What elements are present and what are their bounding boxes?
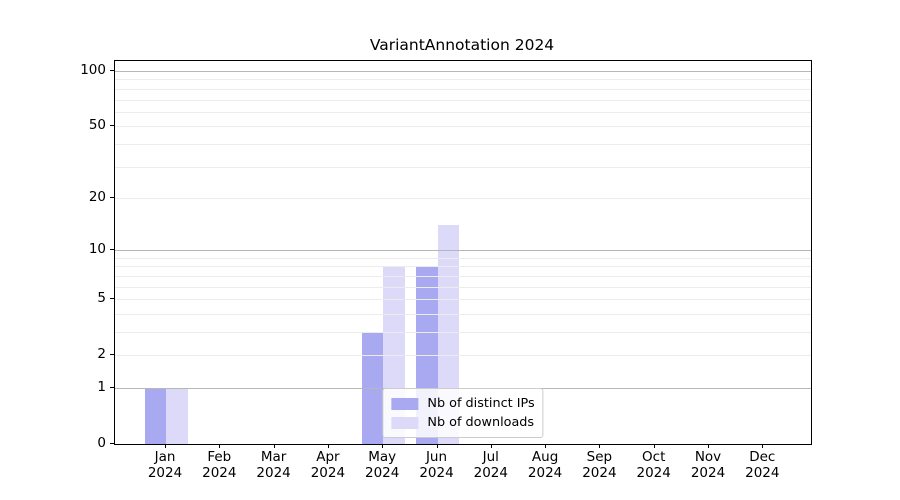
x-tick-month: Oct	[642, 449, 666, 465]
x-tick-label: Feb 2024	[177, 449, 261, 481]
x-tick-mark	[273, 444, 275, 448]
y-gridline-major	[115, 250, 811, 252]
y-gridline-minor	[115, 126, 811, 128]
x-tick-mark	[708, 444, 709, 448]
x-tick-label: Mar 2024	[232, 449, 316, 481]
legend: Nb of distinct IPs Nb of downloads	[382, 388, 544, 438]
x-tick-year: 2024	[202, 464, 237, 481]
x-tick-month: Jun	[425, 449, 448, 465]
x-tick-year: 2024	[690, 464, 726, 481]
y-gridline-minor	[115, 332, 811, 333]
x-tick-label: Sep 2024	[557, 449, 641, 481]
x-tick-mark	[762, 444, 764, 448]
y-tick-label: 2	[97, 346, 106, 363]
x-tick-label: Oct 2024	[612, 449, 696, 481]
x-tick-year: 2024	[147, 464, 183, 481]
legend-swatch	[391, 397, 419, 410]
y-gridline-minor	[115, 99, 811, 101]
plot-area: Nb of distinct IPs Nb of downloads	[114, 60, 812, 445]
x-tick-month: Dec	[749, 449, 776, 465]
y-tick-label: 10	[88, 241, 106, 258]
x-tick-year: 2024	[310, 464, 346, 481]
y-tick-mark	[110, 125, 114, 127]
x-tick-year: 2024	[636, 464, 671, 481]
x-tick-label: Aug 2024	[503, 449, 587, 481]
legend-item: Nb of downloads	[391, 413, 534, 432]
x-tick-mark	[490, 444, 492, 448]
legend-item: Nb of distinct IPs	[391, 394, 535, 413]
x-tick-mark	[327, 444, 329, 448]
y-tick-label: 5	[97, 290, 106, 307]
x-tick-mark	[436, 444, 438, 448]
x-tick-year: 2024	[582, 464, 617, 481]
y-gridline-minor	[115, 257, 811, 259]
x-tick-year: 2024	[745, 464, 780, 481]
x-tick-month: Jan	[154, 449, 176, 465]
y-tick-mark	[110, 298, 114, 300]
x-tick-label: Nov 2024	[666, 449, 750, 481]
x-tick-year: 2024	[256, 464, 291, 481]
x-tick-year: 2024	[419, 464, 454, 481]
x-tick-month: May	[368, 449, 397, 465]
y-gridline-minor	[115, 313, 811, 315]
x-tick-year: 2024	[365, 464, 400, 481]
y-tick-label: 1	[97, 379, 106, 395]
legend-label: Nb of distinct IPs	[427, 396, 535, 411]
x-tick-month: Apr	[316, 449, 340, 465]
y-gridline-minor	[115, 355, 811, 357]
y-tick-label: 20	[88, 188, 106, 205]
x-tick-label: Dec 2024	[720, 449, 804, 481]
y-tick-label: 100	[80, 62, 106, 78]
gridlines-layer	[115, 61, 811, 444]
x-tick-mark	[165, 444, 166, 448]
y-tick-mark	[110, 354, 114, 356]
x-tick-label: Jan 2024	[123, 449, 207, 481]
x-tick-month: Mar	[260, 449, 287, 465]
y-tick-mark	[110, 387, 114, 388]
bar-downloads	[166, 388, 188, 444]
x-tick-mark	[219, 444, 221, 448]
legend-label: Nb of downloads	[427, 415, 535, 430]
x-tick-year: 2024	[527, 464, 563, 481]
y-gridline-minor	[115, 88, 811, 90]
x-tick-mark	[653, 444, 655, 448]
y-gridline-minor	[115, 143, 811, 145]
x-tick-label: May 2024	[340, 449, 424, 481]
y-tick-mark	[110, 443, 114, 444]
x-tick-mark	[382, 444, 384, 448]
x-tick-label: Jun 2024	[395, 449, 479, 481]
x-tick-month: Aug	[531, 449, 559, 465]
y-gridline-minor	[115, 197, 811, 199]
chart-title: VariantAnnotation 2024	[369, 36, 555, 54]
x-tick-label: Apr 2024	[286, 449, 370, 481]
y-gridline-minor	[115, 275, 811, 277]
legend-swatch	[391, 416, 419, 429]
y-tick-mark	[110, 196, 114, 198]
y-tick-label: 0	[97, 435, 106, 451]
x-tick-year: 2024	[473, 464, 508, 481]
y-gridline-minor	[115, 79, 811, 81]
x-tick-label: Jul 2024	[449, 449, 533, 481]
y-tick-label: 50	[88, 117, 106, 134]
y-gridline-minor	[115, 266, 811, 268]
y-tick-mark	[110, 249, 114, 251]
y-gridline-minor	[115, 299, 811, 301]
x-tick-month: Feb	[207, 449, 232, 465]
bar-distinct-ips	[144, 388, 166, 444]
x-tick-month: Sep	[586, 449, 613, 465]
y-gridline-minor	[115, 166, 811, 168]
x-tick-month: Jul	[482, 449, 499, 465]
y-gridline-minor	[115, 286, 811, 288]
y-tick-mark	[110, 70, 114, 71]
x-tick-mark	[545, 444, 547, 448]
x-tick-month: Nov	[694, 449, 722, 465]
y-gridline-major	[115, 71, 811, 72]
y-gridline-minor	[115, 111, 811, 113]
x-tick-mark	[599, 444, 601, 448]
